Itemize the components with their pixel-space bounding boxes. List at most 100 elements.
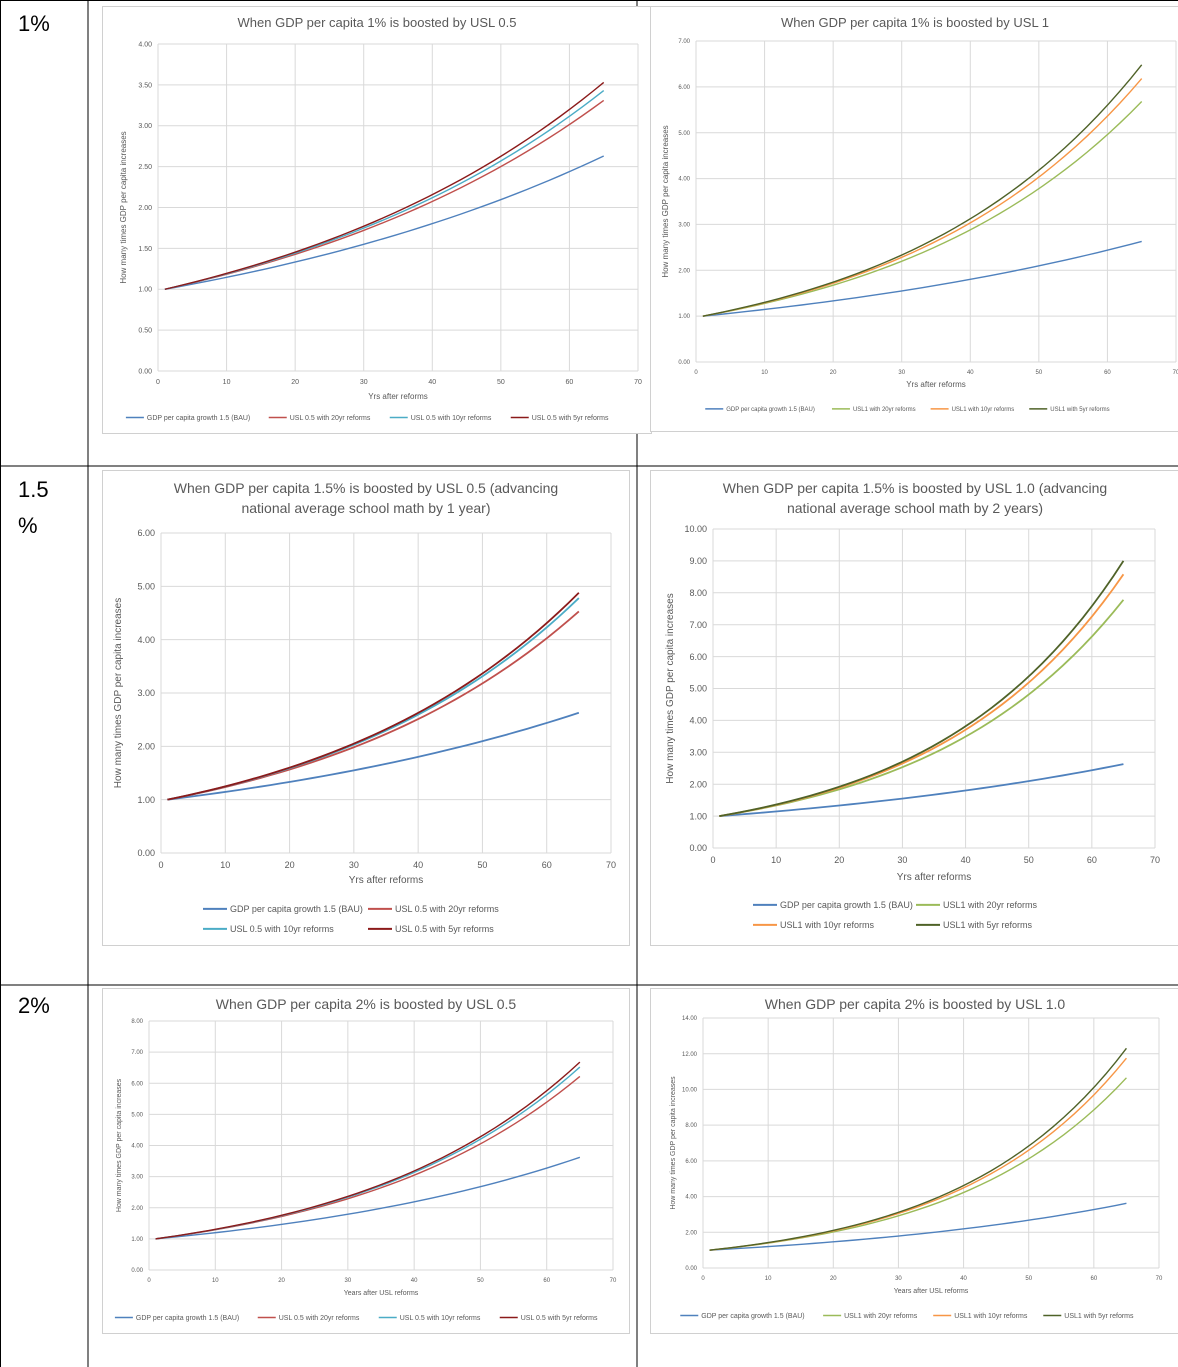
legend-label: USL 0.5 with 10yr reforms bbox=[230, 924, 334, 934]
y-axis-label: How many times GDP per capita increases bbox=[665, 593, 676, 783]
y-tick-label: 7.00 bbox=[689, 620, 707, 630]
y-tick-label: 8.00 bbox=[689, 588, 707, 598]
y-tick-label: 7.00 bbox=[131, 1050, 143, 1056]
series-line-1 bbox=[164, 155, 605, 290]
y-tick-label: 4.00 bbox=[131, 1144, 143, 1150]
chart-title: When GDP per capita 1% is boosted by USL… bbox=[781, 15, 1049, 30]
series-line-1 bbox=[719, 763, 1124, 817]
x-tick-label: 40 bbox=[428, 379, 436, 386]
x-tick-label: 70 bbox=[610, 1278, 617, 1284]
legend-label: GDP per capita growth 1.5 (BAU) bbox=[701, 1313, 804, 1320]
x-tick-label: 60 bbox=[1104, 370, 1111, 376]
x-tick-label: 40 bbox=[961, 855, 971, 865]
legend-label: USL1 with 10yr reforms bbox=[952, 407, 1015, 413]
x-tick-label: 0 bbox=[158, 860, 163, 870]
y-tick-label: 8.00 bbox=[685, 1123, 697, 1129]
y-axis-label: How many times GDP per capita increases bbox=[670, 1076, 677, 1210]
x-tick-label: 50 bbox=[1036, 370, 1043, 376]
y-tick-label: 2.50 bbox=[138, 164, 152, 171]
x-tick-label: 30 bbox=[345, 1278, 352, 1284]
x-tick-label: 70 bbox=[1156, 1276, 1163, 1282]
y-tick-label: 4.00 bbox=[689, 716, 707, 726]
chart-1-5pct-usl1-svg: When GDP per capita 1.5% is boosted by U… bbox=[665, 480, 1160, 930]
y-tick-label: 0.00 bbox=[678, 360, 690, 366]
y-tick-label: 3.00 bbox=[678, 223, 690, 229]
legend-label: USL1 with 5yr reforms bbox=[1064, 1313, 1134, 1320]
series-line-1 bbox=[167, 711, 580, 801]
legend-label: USL 0.5 with 20yr reforms bbox=[279, 1315, 360, 1322]
legend-label: USL 0.5 with 5yr reforms bbox=[395, 924, 494, 934]
chart-1pct-usl05-svg: When GDP per capita 1% is boosted by USL… bbox=[119, 15, 642, 422]
legend-label: GDP per capita growth 1.5 (BAU) bbox=[230, 904, 363, 914]
series-line-4 bbox=[164, 81, 605, 290]
y-tick-label: 4.00 bbox=[137, 635, 155, 645]
x-tick-label: 40 bbox=[967, 370, 974, 376]
x-tick-label: 0 bbox=[147, 1278, 151, 1284]
y-tick-label: 0.00 bbox=[131, 1268, 143, 1274]
series-line-4 bbox=[709, 1047, 1127, 1251]
x-tick-label: 10 bbox=[223, 379, 231, 386]
legend-label: USL 0.5 with 20yr reforms bbox=[395, 904, 499, 914]
x-tick-label: 20 bbox=[285, 860, 295, 870]
y-tick-label: 1.00 bbox=[678, 314, 690, 320]
y-tick-label: 5.00 bbox=[689, 684, 707, 694]
y-tick-label: 1.50 bbox=[138, 246, 152, 253]
y-tick-label: 10.00 bbox=[682, 1088, 698, 1094]
x-tick-label: 30 bbox=[349, 860, 359, 870]
legend-label: GDP per capita growth 1.5 (BAU) bbox=[726, 407, 815, 413]
y-tick-label: 14.00 bbox=[682, 1016, 698, 1022]
x-tick-label: 40 bbox=[411, 1278, 418, 1284]
y-tick-label: 2.00 bbox=[685, 1230, 697, 1236]
x-axis-label: Yrs after reforms bbox=[897, 872, 971, 883]
x-tick-label: 20 bbox=[834, 855, 844, 865]
x-axis-label: Yrs after reforms bbox=[349, 875, 423, 886]
chart-title: When GDP per capita 2% is boosted by USL… bbox=[216, 996, 517, 1012]
chart-1-5pct-usl1: When GDP per capita 1.5% is boosted by U… bbox=[650, 470, 1178, 946]
x-tick-label: 10 bbox=[771, 855, 781, 865]
x-tick-label: 50 bbox=[1024, 855, 1034, 865]
y-tick-label: 8.00 bbox=[131, 1019, 143, 1025]
chart-title: When GDP per capita 2% is boosted by USL… bbox=[765, 996, 1066, 1012]
y-tick-label: 1.00 bbox=[131, 1237, 143, 1243]
x-tick-label: 10 bbox=[761, 370, 768, 376]
x-axis-label: Yrs after reforms bbox=[368, 392, 428, 401]
y-tick-label: 12.00 bbox=[682, 1052, 698, 1058]
y-tick-label: 4.00 bbox=[678, 177, 690, 183]
row-label-1pct: 1% bbox=[18, 11, 50, 36]
series-line-4 bbox=[155, 1061, 581, 1240]
x-tick-label: 0 bbox=[701, 1276, 705, 1282]
x-tick-label: 20 bbox=[291, 379, 299, 386]
x-tick-label: 70 bbox=[634, 379, 642, 386]
y-tick-label: 3.00 bbox=[131, 1175, 143, 1181]
x-tick-label: 10 bbox=[765, 1276, 772, 1282]
legend-label: USL 0.5 with 10yr reforms bbox=[411, 415, 492, 422]
y-tick-label: 6.00 bbox=[678, 85, 690, 91]
x-tick-label: 50 bbox=[497, 379, 505, 386]
legend-label: USL 0.5 with 5yr reforms bbox=[532, 415, 609, 422]
series-line-3 bbox=[164, 90, 605, 290]
chart-1pct-usl1: When GDP per capita 1% is boosted by USL… bbox=[650, 6, 1178, 432]
chart-title: When GDP per capita 1% is boosted by USL… bbox=[238, 15, 517, 30]
chart-1pct-usl1-svg: When GDP per capita 1% is boosted by USL… bbox=[661, 15, 1178, 413]
y-tick-label: 9.00 bbox=[689, 556, 707, 566]
x-tick-label: 20 bbox=[830, 1276, 837, 1282]
series-line-4 bbox=[702, 64, 1143, 317]
chart-1pct-usl05: When GDP per capita 1% is boosted by USL… bbox=[102, 6, 652, 434]
chart-2pct-usl05-svg: When GDP per capita 2% is boosted by USL… bbox=[114, 996, 617, 1322]
x-tick-label: 30 bbox=[898, 370, 905, 376]
y-tick-label: 1.00 bbox=[137, 795, 155, 805]
series-line-2 bbox=[702, 101, 1143, 317]
legend-label: GDP per capita growth 1.5 (BAU) bbox=[136, 1315, 239, 1322]
chart-title: When GDP per capita 1.5% is boosted by U… bbox=[174, 480, 558, 496]
legend-label: GDP per capita growth 1.5 (BAU) bbox=[147, 415, 250, 422]
chart-title: national average school math by 1 year) bbox=[241, 500, 490, 516]
x-tick-label: 0 bbox=[694, 370, 698, 376]
series-line-2 bbox=[155, 1075, 581, 1240]
x-tick-label: 50 bbox=[477, 1278, 484, 1284]
x-tick-label: 10 bbox=[220, 860, 230, 870]
y-tick-label: 0.00 bbox=[138, 368, 152, 375]
legend-label: GDP per capita growth 1.5 (BAU) bbox=[780, 900, 913, 910]
x-tick-label: 0 bbox=[156, 379, 160, 386]
x-tick-label: 60 bbox=[566, 379, 574, 386]
y-axis-label: How many times GDP per capita increases bbox=[116, 1078, 123, 1212]
